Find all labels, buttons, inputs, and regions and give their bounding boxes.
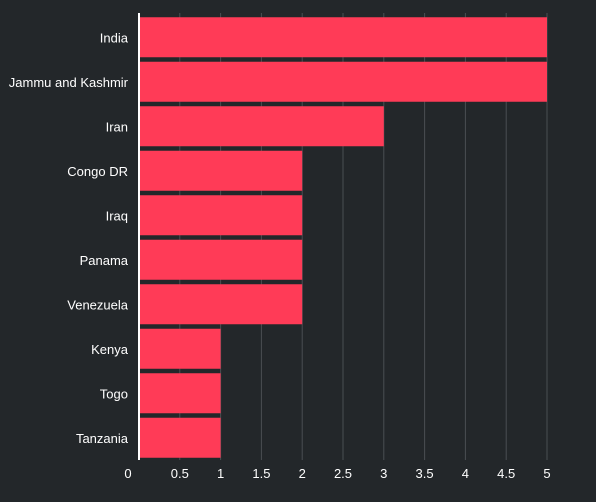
x-tick-label: 2 [299, 466, 306, 481]
x-tick-label: 0.5 [171, 466, 189, 481]
bar-congo-dr [139, 150, 303, 191]
x-tick-label: 1.5 [252, 466, 270, 481]
x-tick-label: 1 [217, 466, 224, 481]
category-label: Tanzania [76, 431, 129, 446]
bar-kenya [139, 328, 221, 369]
bar-india [139, 17, 547, 58]
bar-panama [139, 239, 303, 280]
category-label: Venezuela [67, 297, 128, 312]
category-label: Panama [80, 253, 129, 268]
category-label: India [100, 30, 129, 45]
bar-iraq [139, 195, 303, 236]
category-label: Iran [106, 119, 128, 134]
bar-iran [139, 106, 384, 147]
category-label: Iraq [106, 208, 128, 223]
category-label: Jammu and Kashmir [9, 75, 129, 90]
tick-labels: 0 0.5 1 1.5 2 2.5 3 3.5 4 4.5 5 [124, 466, 550, 481]
x-tick-label: 4 [462, 466, 469, 481]
x-tick-label: 0 [124, 466, 131, 481]
category-label: Togo [100, 386, 128, 401]
x-tick-label: 2.5 [334, 466, 352, 481]
x-tick-label: 4.5 [497, 466, 515, 481]
bar-venezuela [139, 284, 303, 325]
category-labels: India Jammu and Kashmir Iran Congo DR Iraq Pa… [9, 30, 129, 446]
bars [139, 17, 547, 458]
x-tick-label: 5 [543, 466, 550, 481]
bar-jammu-and-kashmir [139, 61, 547, 102]
category-label: Kenya [91, 342, 129, 357]
x-tick-label: 3.5 [416, 466, 434, 481]
bar-tanzania [139, 417, 221, 458]
x-tick-label: 3 [380, 466, 387, 481]
bar-togo [139, 373, 221, 414]
category-label: Congo DR [67, 164, 128, 179]
